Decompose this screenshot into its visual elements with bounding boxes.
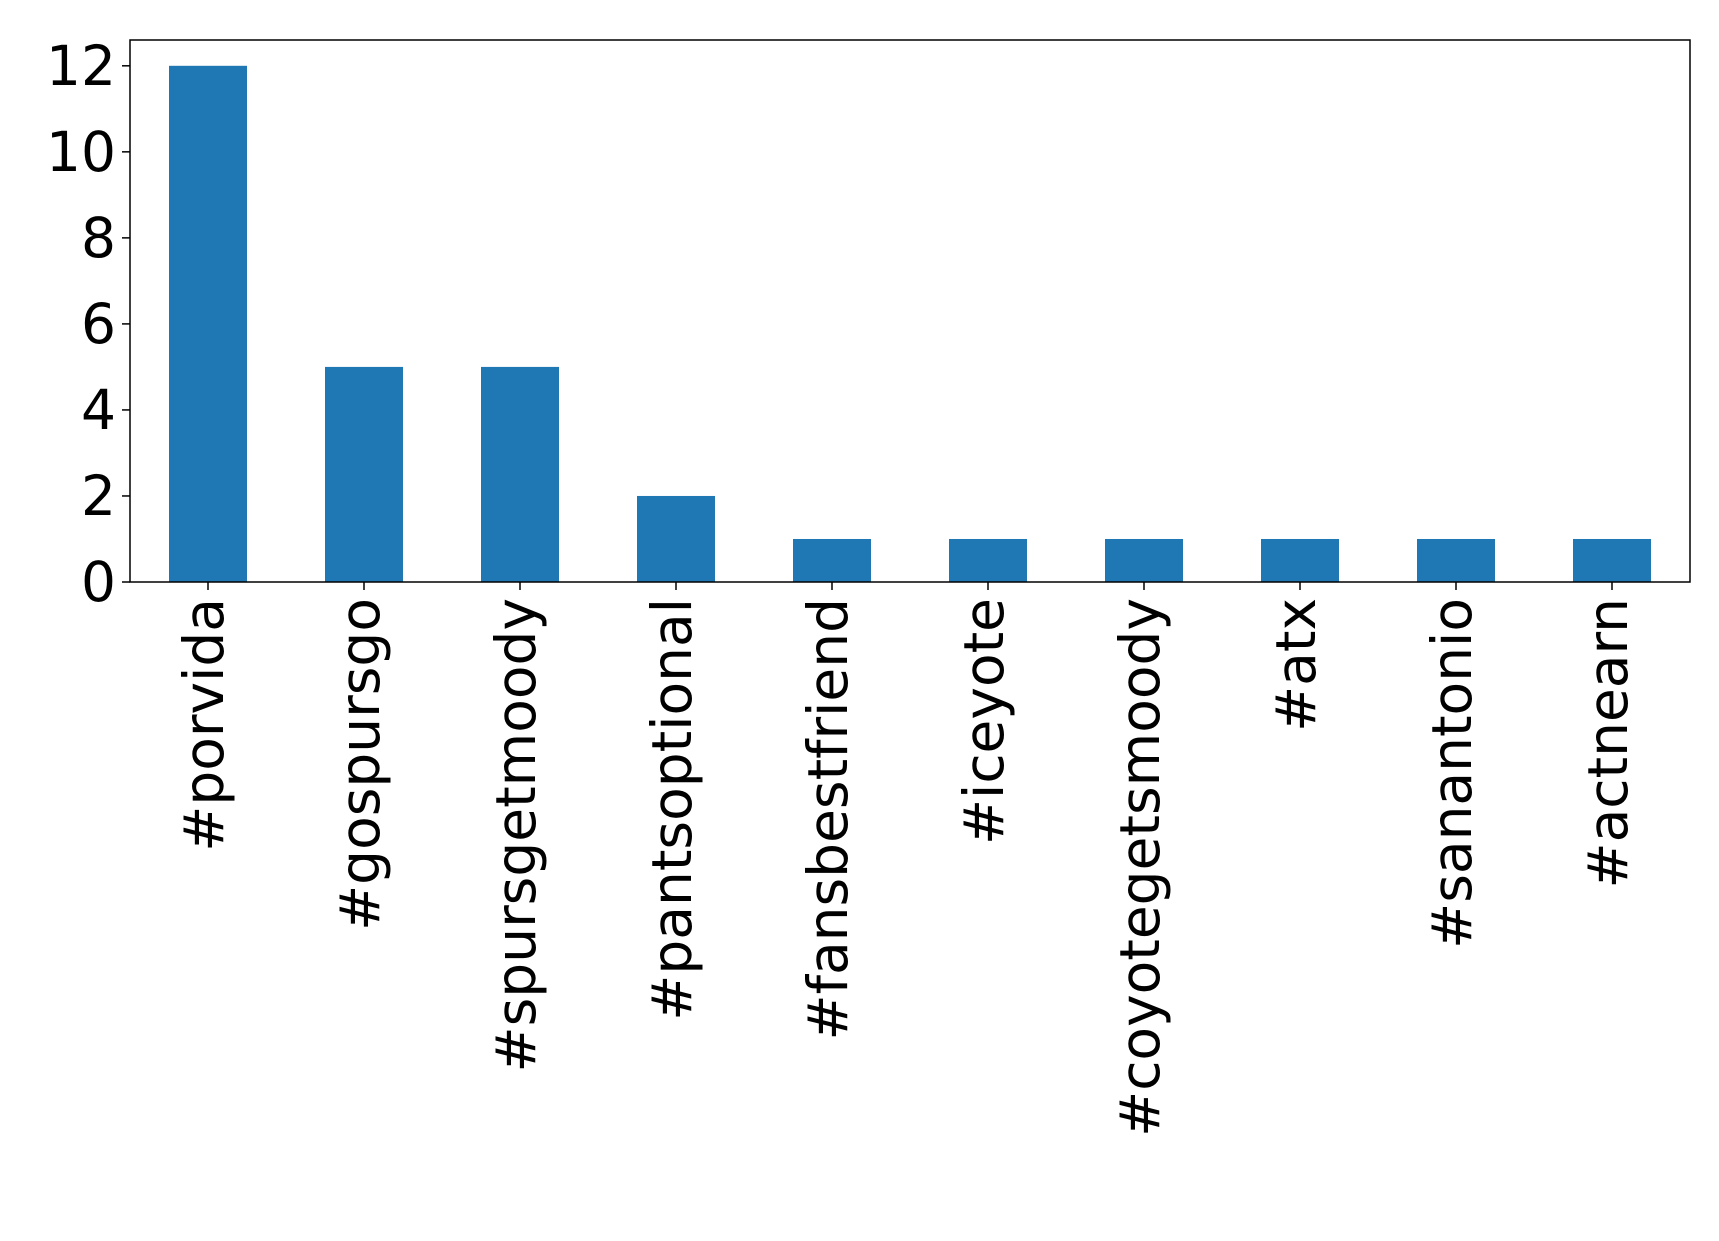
bar-coyotegetsmoody: [1105, 538, 1183, 582]
x-axis-ticks: #porvida #gospursgo #spursgetmoody #pantsop…: [172, 582, 1640, 1137]
plot-frame: [129, 39, 1691, 583]
y-tick-label: 8: [81, 206, 116, 270]
x-tick-label: #porvida: [172, 598, 236, 852]
bar-spursgetmoody: [481, 366, 559, 582]
bar-fansbestfriend: [793, 538, 871, 582]
x-tick-label: #fansbestfriend: [796, 598, 860, 1041]
x-tick-label: #sanantonio: [1420, 598, 1484, 949]
x-tick-label: #coyotegetsmoody: [1108, 598, 1172, 1137]
bar-sanantonio: [1417, 538, 1495, 582]
x-tick-label: #iceyote: [952, 598, 1016, 845]
y-tick-label: 6: [81, 292, 116, 356]
y-tick-label: 4: [81, 378, 116, 442]
y-tick-label: 12: [46, 34, 116, 98]
bar-gospursgo: [325, 366, 403, 582]
bars-layer: [169, 65, 1651, 583]
y-axis-ticks: 0 2 4 6 8 10 12: [46, 34, 130, 614]
bar-pantsoptional: [637, 495, 715, 582]
x-tick-label: #pantsoptional: [640, 598, 704, 1021]
bar-porvida: [169, 65, 247, 583]
y-tick-label: 2: [81, 464, 116, 528]
x-tick-label: #gospursgo: [328, 598, 392, 931]
bar-actnearn: [1573, 538, 1651, 582]
x-tick-label: #spursgetmoody: [484, 598, 548, 1072]
x-tick-label: #atx: [1264, 598, 1328, 732]
y-tick-label: 10: [46, 120, 116, 184]
y-tick-label: 0: [81, 550, 116, 614]
x-tick-label: #actnearn: [1576, 598, 1640, 889]
bar-atx: [1261, 538, 1339, 582]
bar-iceyote: [949, 538, 1027, 582]
